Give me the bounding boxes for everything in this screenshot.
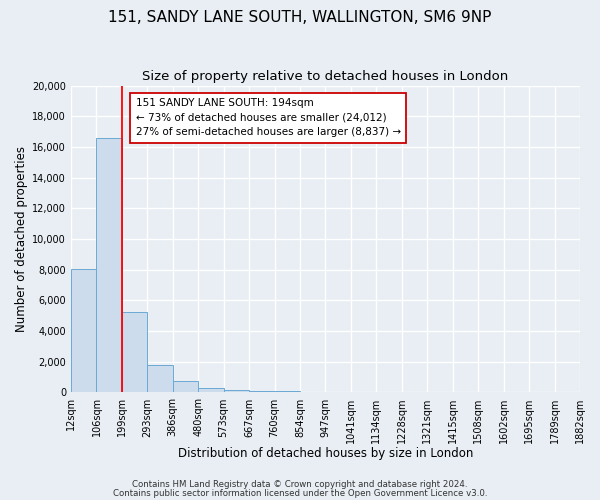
Bar xyxy=(275,391,300,392)
Title: Size of property relative to detached houses in London: Size of property relative to detached ho… xyxy=(142,70,509,83)
Text: 151, SANDY LANE SOUTH, WALLINGTON, SM6 9NP: 151, SANDY LANE SOUTH, WALLINGTON, SM6 9… xyxy=(109,10,491,25)
Text: Contains public sector information licensed under the Open Government Licence v3: Contains public sector information licen… xyxy=(113,490,487,498)
X-axis label: Distribution of detached houses by size in London: Distribution of detached houses by size … xyxy=(178,447,473,460)
Text: 151 SANDY LANE SOUTH: 194sqm
← 73% of detached houses are smaller (24,012)
27% o: 151 SANDY LANE SOUTH: 194sqm ← 73% of de… xyxy=(136,98,401,138)
Y-axis label: Number of detached properties: Number of detached properties xyxy=(15,146,28,332)
Bar xyxy=(224,390,249,392)
Bar xyxy=(249,391,275,392)
Bar xyxy=(173,381,199,392)
Bar xyxy=(97,138,122,392)
Bar xyxy=(71,269,97,392)
Bar xyxy=(199,388,224,392)
Bar xyxy=(148,365,173,392)
Bar xyxy=(122,312,148,392)
Text: Contains HM Land Registry data © Crown copyright and database right 2024.: Contains HM Land Registry data © Crown c… xyxy=(132,480,468,489)
